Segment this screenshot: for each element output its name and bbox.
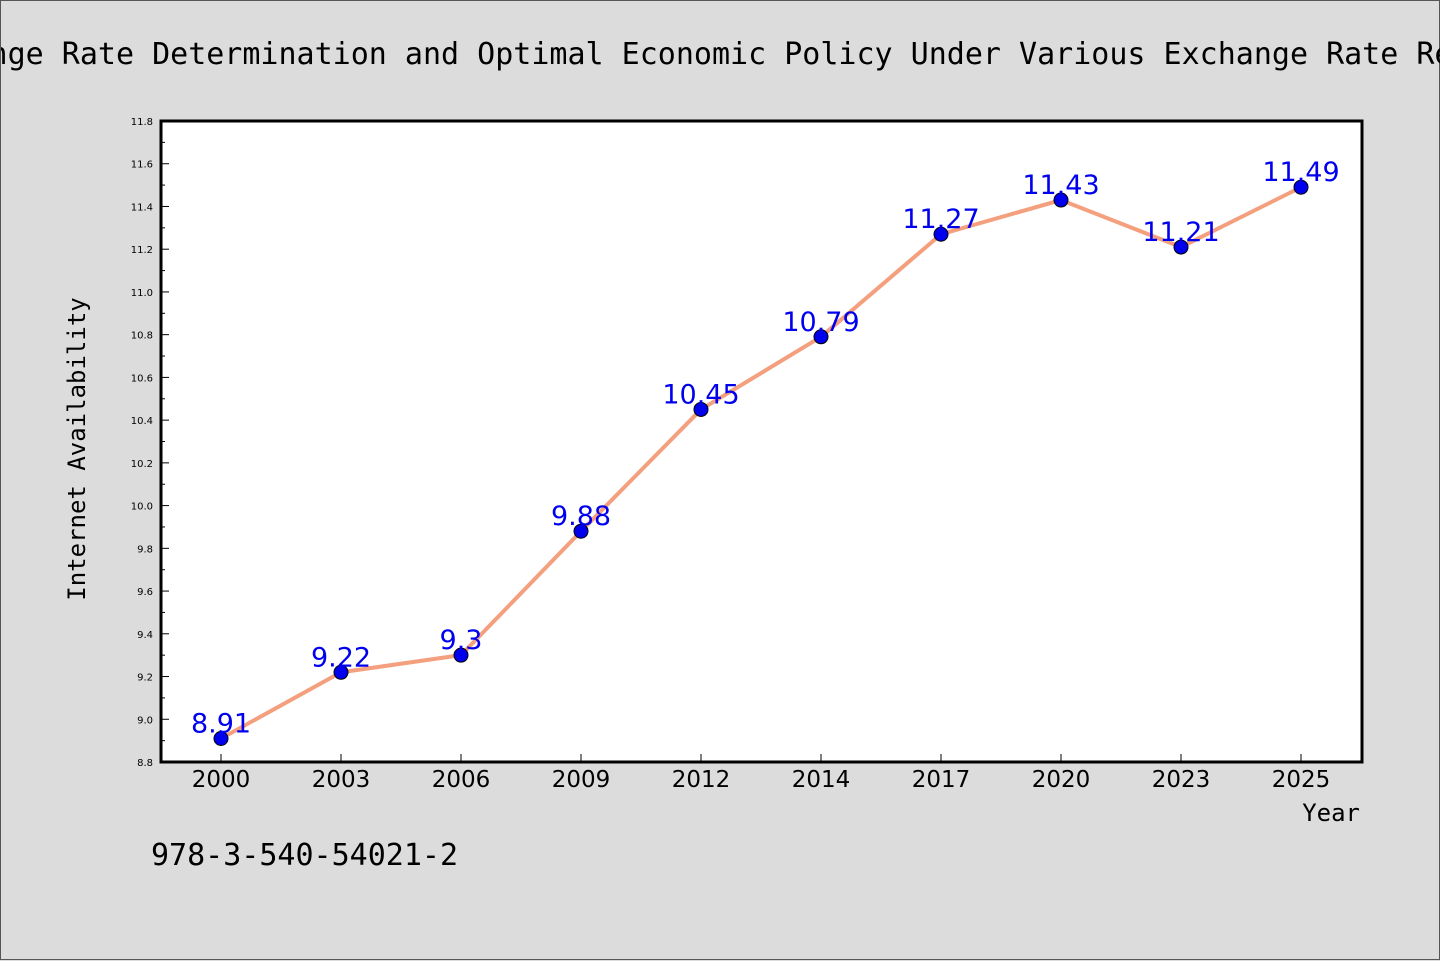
x-tick-label: 2006	[432, 767, 491, 793]
y-axis: 8.8 9.0 9.2 9.4 9.6 9.8 10.0 10.2 10.4 10.6 10.8 11…	[131, 117, 169, 769]
y-tick-label: 9.6	[137, 587, 153, 598]
series-layer	[213, 179, 1309, 746]
data-point	[213, 730, 229, 746]
y-tick-label: 10.4	[131, 416, 153, 427]
y-tick-label: 10.6	[131, 373, 153, 384]
data-label: 9.88	[551, 501, 611, 532]
data-label: 11.43	[1022, 170, 1099, 201]
y-tick-label: 11.4	[131, 202, 153, 213]
chart-title: Exchange Rate Determination and Optimal …	[1, 37, 1440, 72]
y-tick-label: 11.0	[131, 288, 153, 299]
data-label: 11.27	[902, 204, 979, 235]
x-axis-label: Year	[1302, 799, 1360, 827]
y-tick-label: 10.0	[131, 502, 153, 513]
data-point	[933, 226, 949, 242]
x-tick-label: 2020	[1032, 767, 1091, 793]
x-tick-label: 2012	[672, 767, 731, 793]
x-tick-label: 2003	[312, 767, 371, 793]
data-point	[813, 329, 829, 345]
x-tick-label: 2014	[792, 767, 851, 793]
isbn-annotation: 978-3-540-54021-2	[151, 838, 458, 873]
y-tick-label: 11.6	[131, 160, 153, 171]
y-tick-label: 10.8	[131, 331, 153, 342]
data-label-layer: 8.91 9.22 9.3 9.88 10.45 10.79 11.27 11.43 11.21…	[191, 157, 1340, 739]
y-tick-label: 9.8	[137, 544, 153, 555]
y-axis-label: Internet Availability	[63, 297, 91, 600]
data-label: 11.21	[1142, 217, 1219, 248]
y-tick-label: 9.2	[137, 673, 153, 684]
data-label: 11.49	[1262, 157, 1339, 188]
data-point	[693, 401, 709, 417]
x-tick-label: 2000	[192, 767, 251, 793]
data-point	[1293, 179, 1309, 195]
x-axis: 2000 2003 2006 2009 2012 2014 2017 2020 2023 2025	[192, 754, 1331, 793]
x-tick-label: 2009	[552, 767, 611, 793]
series-line	[220, 185, 1302, 741]
x-tick-label: 2017	[912, 767, 971, 793]
y-tick-label: 11.2	[131, 245, 153, 256]
data-point	[573, 523, 589, 539]
x-tick-label: 2023	[1152, 767, 1211, 793]
y-tick-label: 10.2	[131, 459, 153, 470]
data-point	[1173, 239, 1189, 255]
y-tick-label: 9.4	[137, 630, 153, 641]
y-tick-label: 8.8	[137, 758, 153, 769]
data-label: 9.22	[311, 642, 371, 673]
x-tick-label: 2025	[1272, 767, 1331, 793]
data-label: 8.91	[191, 708, 251, 739]
data-label: 10.79	[782, 307, 859, 338]
plot-area	[159, 119, 1364, 764]
y-tick-label: 9.0	[137, 715, 153, 726]
y-tick-label: 11.8	[131, 117, 153, 128]
data-point	[453, 647, 469, 663]
data-point	[333, 664, 349, 680]
data-point	[1053, 192, 1069, 208]
data-label: 10.45	[662, 379, 739, 410]
data-label: 9.3	[440, 625, 483, 656]
